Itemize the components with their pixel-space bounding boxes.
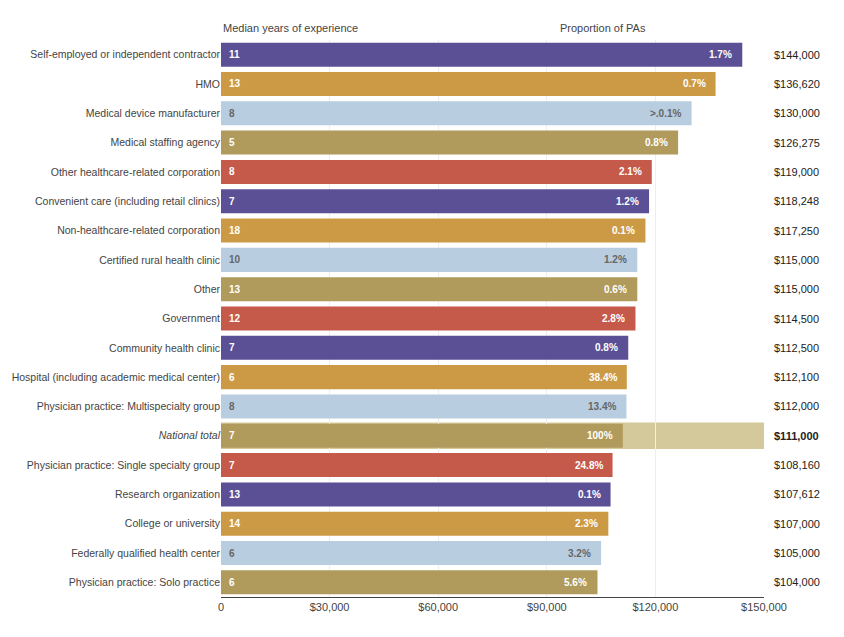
svg-text:$115,000: $115,000: [774, 283, 819, 295]
svg-text:38.4%: 38.4%: [589, 372, 617, 383]
svg-text:13.4%: 13.4%: [588, 401, 616, 412]
svg-text:$119,000: $119,000: [774, 166, 819, 178]
svg-text:Physician practice: Multispeci: Physician practice: Multispecialty group: [37, 400, 220, 412]
svg-text:6: 6: [229, 372, 235, 383]
svg-text:Self-employed or independent c: Self-employed or independent contractor: [30, 48, 220, 60]
svg-text:3.2%: 3.2%: [568, 548, 591, 559]
svg-text:$114,500: $114,500: [774, 313, 819, 325]
svg-text:14: 14: [229, 518, 241, 529]
svg-text:13: 13: [229, 489, 241, 500]
svg-text:100%: 100%: [587, 430, 613, 441]
svg-text:Median years of experience: Median years of experience: [223, 22, 358, 34]
svg-text:>.0.1%: >.0.1%: [650, 108, 682, 119]
svg-text:Proportion of PAs: Proportion of PAs: [560, 22, 646, 34]
svg-text:$117,250: $117,250: [774, 225, 819, 237]
svg-text:0.1%: 0.1%: [578, 489, 601, 500]
svg-text:$90,000: $90,000: [527, 601, 567, 613]
svg-text:2.8%: 2.8%: [602, 313, 625, 324]
svg-text:$120,000: $120,000: [632, 601, 678, 613]
svg-text:Research organization: Research organization: [115, 488, 220, 500]
svg-text:Convenient care (including ret: Convenient care (including retail clinic…: [35, 195, 220, 207]
svg-text:$150,000: $150,000: [741, 601, 787, 613]
svg-text:$111,000: $111,000: [774, 430, 819, 442]
svg-text:$144,000: $144,000: [774, 49, 820, 61]
svg-text:$30,000: $30,000: [310, 601, 350, 613]
svg-text:Other: Other: [194, 283, 221, 295]
svg-text:24.8%: 24.8%: [575, 460, 603, 471]
svg-text:$105,000: $105,000: [774, 547, 820, 559]
svg-text:Medical device manufacturer: Medical device manufacturer: [86, 107, 221, 119]
svg-text:Government: Government: [162, 312, 220, 324]
svg-text:$60,000: $60,000: [418, 601, 458, 613]
svg-text:1.2%: 1.2%: [604, 254, 627, 265]
svg-text:$118,248: $118,248: [774, 195, 819, 207]
svg-text:$107,612: $107,612: [774, 488, 820, 500]
svg-text:0.8%: 0.8%: [645, 137, 668, 148]
svg-text:Federally qualified health cen: Federally qualified health center: [71, 547, 220, 559]
svg-text:Medical staffing agency: Medical staffing agency: [110, 136, 220, 148]
svg-text:7: 7: [229, 342, 235, 353]
svg-text:$107,000: $107,000: [774, 518, 820, 530]
svg-text:8: 8: [229, 166, 235, 177]
svg-text:6: 6: [229, 577, 235, 588]
svg-text:Non-healthcare-related corpora: Non-healthcare-related corporation: [57, 224, 220, 236]
svg-text:$112,500: $112,500: [774, 342, 819, 354]
svg-text:8: 8: [229, 108, 235, 119]
svg-text:0: 0: [218, 601, 224, 613]
svg-text:$115,000: $115,000: [774, 254, 819, 266]
svg-text:5: 5: [229, 137, 235, 148]
svg-text:Community health clinic: Community health clinic: [109, 341, 220, 353]
svg-text:Other healthcare-related corpo: Other healthcare-related corporation: [51, 166, 220, 178]
svg-text:2.3%: 2.3%: [575, 518, 598, 529]
svg-text:1.2%: 1.2%: [616, 196, 639, 207]
svg-text:College or university: College or university: [125, 517, 221, 529]
svg-text:13: 13: [229, 284, 241, 295]
svg-text:12: 12: [229, 313, 241, 324]
svg-text:8: 8: [229, 401, 235, 412]
svg-text:National total: National total: [159, 429, 221, 441]
svg-text:$130,000: $130,000: [774, 107, 820, 119]
svg-text:18: 18: [229, 225, 241, 236]
svg-text:$126,275: $126,275: [774, 137, 820, 149]
svg-text:$112,100: $112,100: [774, 371, 819, 383]
svg-text:Hospital (including academic m: Hospital (including academic medical cen…: [12, 371, 220, 383]
svg-text:2.1%: 2.1%: [619, 166, 642, 177]
svg-text:10: 10: [229, 254, 241, 265]
svg-text:Physician practice: Solo pract: Physician practice: Solo practice: [69, 576, 220, 588]
svg-text:$136,620: $136,620: [774, 78, 820, 90]
svg-text:0.6%: 0.6%: [604, 284, 627, 295]
svg-text:7: 7: [229, 460, 235, 471]
svg-text:13: 13: [229, 78, 241, 89]
svg-text:7: 7: [229, 430, 235, 441]
svg-text:6: 6: [229, 548, 235, 559]
svg-text:$104,000: $104,000: [774, 576, 820, 588]
svg-text:$112,000: $112,000: [774, 400, 819, 412]
svg-text:Certified rural health clinic: Certified rural health clinic: [99, 254, 220, 266]
svg-text:0.1%: 0.1%: [612, 225, 635, 236]
svg-text:0.7%: 0.7%: [683, 78, 706, 89]
svg-text:11: 11: [229, 49, 240, 60]
svg-text:0.8%: 0.8%: [595, 342, 618, 353]
svg-text:5.6%: 5.6%: [564, 577, 587, 588]
svg-text:HMO: HMO: [196, 78, 221, 90]
svg-text:1.7%: 1.7%: [709, 49, 732, 60]
svg-text:Physician practice: Single spe: Physician practice: Single specialty gro…: [27, 459, 220, 471]
svg-text:$108,160: $108,160: [774, 459, 820, 471]
svg-text:7: 7: [229, 196, 235, 207]
